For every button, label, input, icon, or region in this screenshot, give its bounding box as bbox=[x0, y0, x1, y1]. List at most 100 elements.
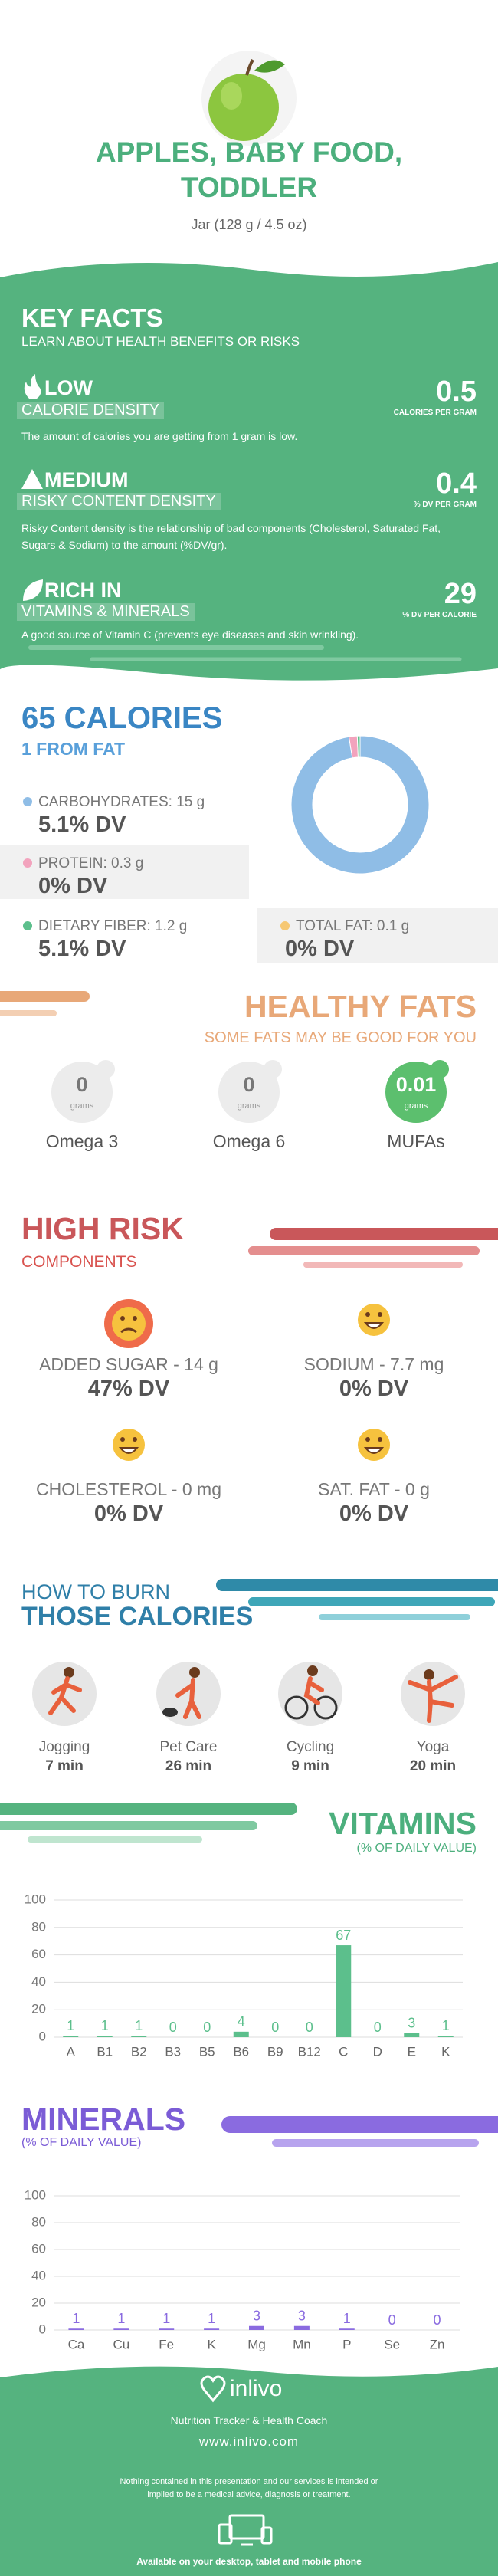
x-tick-label: A bbox=[67, 2044, 76, 2059]
y-tick-label: 20 bbox=[31, 2002, 46, 2016]
bar bbox=[336, 1945, 352, 2037]
y-tick-label: 100 bbox=[25, 2187, 46, 2202]
bar bbox=[131, 2036, 147, 2037]
fat-value: 0 bbox=[243, 1073, 255, 1096]
total-fat-box bbox=[257, 908, 498, 963]
bar bbox=[339, 2328, 355, 2330]
activity-name: Yoga bbox=[416, 1739, 450, 1755]
nutrient-dv: 5.1% DV bbox=[38, 937, 126, 961]
devices-icon bbox=[218, 2514, 273, 2546]
fat-unit: grams bbox=[70, 1101, 94, 1111]
x-tick-label: K bbox=[207, 2337, 216, 2351]
y-tick-label: 40 bbox=[31, 2268, 46, 2282]
nutrient-dv: 5.1% DV bbox=[38, 812, 126, 837]
bar bbox=[437, 2036, 454, 2037]
value-label: 3 bbox=[298, 2309, 306, 2324]
pie-slice bbox=[356, 735, 361, 758]
flame-icon bbox=[24, 374, 41, 399]
value-label: 1 bbox=[72, 2311, 80, 2326]
risk-label: CHOLESTEROL - 0 mg bbox=[36, 1479, 221, 1499]
y-tick-label: 60 bbox=[31, 2241, 46, 2256]
bar bbox=[113, 2328, 129, 2330]
x-tick-label: Mn bbox=[293, 2337, 311, 2351]
section-title: KEY FACTS bbox=[21, 304, 163, 332]
leaf-icon bbox=[23, 579, 43, 601]
high-risk-subtitle: COMPONENTS bbox=[21, 1253, 137, 1271]
fact-name: VITAMINS & MINERALS bbox=[17, 603, 195, 621]
nutrient-label: DIETARY FIBER: 1.2 g bbox=[38, 918, 188, 934]
x-tick-label: C bbox=[339, 2044, 348, 2059]
nutrient-dv: 0% DV bbox=[38, 874, 108, 898]
x-tick-label: B9 bbox=[267, 2044, 283, 2059]
value-label: 0 bbox=[169, 2020, 177, 2035]
x-tick-label: D bbox=[373, 2044, 382, 2059]
fact-unit: % DV PER GRAM bbox=[413, 500, 477, 509]
warning-icon bbox=[21, 469, 43, 489]
logo-heart bbox=[200, 2375, 226, 2403]
url: www.inlivo.com bbox=[198, 2434, 300, 2449]
footer-background bbox=[0, 2366, 498, 2576]
decoration bbox=[221, 2116, 498, 2147]
fact-level: RICH IN bbox=[44, 579, 122, 602]
fact-level: LOW bbox=[44, 376, 93, 399]
devices-note: Available on your desktop, tablet and mo… bbox=[136, 2556, 362, 2567]
risk-dv: 0% DV bbox=[339, 1501, 409, 1526]
decoration bbox=[28, 645, 462, 661]
happy-face bbox=[358, 1429, 390, 1461]
x-tick-label: K bbox=[441, 2044, 450, 2059]
x-tick-label: Ca bbox=[68, 2337, 85, 2351]
fact-name: CALORIE DENSITY bbox=[17, 402, 165, 419]
activity-time: 20 min bbox=[409, 1758, 457, 1774]
bar bbox=[159, 2328, 175, 2330]
fat-value: 0 bbox=[76, 1073, 88, 1096]
y-tick-label: 0 bbox=[39, 2322, 46, 2336]
fat-name: Omega 3 bbox=[45, 1131, 119, 1151]
x-tick-label: E bbox=[408, 2044, 416, 2059]
fact-name: RISKY CONTENT DENSITY bbox=[17, 493, 221, 510]
key-facts-background bbox=[0, 262, 498, 681]
value-label: 4 bbox=[238, 2014, 245, 2030]
value-label: 3 bbox=[253, 2309, 260, 2324]
x-tick-label: Mg bbox=[247, 2337, 266, 2351]
value-label: 0 bbox=[388, 2312, 396, 2328]
y-tick-label: 0 bbox=[39, 2029, 46, 2043]
fact-unit: CALORIES PER GRAM bbox=[393, 409, 477, 417]
fact-value: 0.4 bbox=[436, 468, 477, 500]
risk-label: SAT. FAT - 0 g bbox=[318, 1479, 430, 1499]
fat-unit: grams bbox=[237, 1101, 261, 1111]
decoration bbox=[0, 1803, 297, 1843]
x-tick-label: B1 bbox=[97, 2044, 113, 2059]
bar bbox=[293, 2325, 310, 2330]
minerals-title: MINERALS bbox=[21, 2102, 186, 2137]
bar bbox=[68, 2328, 84, 2330]
value-label: 1 bbox=[208, 2311, 215, 2326]
activity-name: Pet Care bbox=[159, 1739, 218, 1755]
healthy-fats-title: HEALTHY FATS bbox=[244, 989, 477, 1024]
vitamins-subtitle: (% OF DAILY VALUE) bbox=[356, 1842, 477, 1855]
minerals-subtitle: (% OF DAILY VALUE) bbox=[21, 2136, 142, 2149]
fat-name: Omega 6 bbox=[212, 1131, 286, 1151]
fact-description: The amount of calories you are getting f… bbox=[21, 430, 298, 442]
x-tick-label: B3 bbox=[165, 2044, 181, 2059]
vitamins-title: VITAMINS bbox=[329, 1806, 477, 1841]
decoration bbox=[216, 1579, 498, 1620]
bar bbox=[204, 2328, 220, 2330]
activity-name: Cycling bbox=[286, 1739, 335, 1755]
x-tick-label: Se bbox=[384, 2337, 400, 2351]
decoration bbox=[248, 1228, 498, 1268]
protein-box bbox=[0, 845, 249, 899]
brand: inlivo bbox=[230, 2376, 283, 2401]
disclaimer: Nothing contained in this presentation a… bbox=[120, 2477, 378, 2499]
bar bbox=[63, 2036, 79, 2037]
x-tick-label: B2 bbox=[131, 2044, 147, 2059]
happy-face bbox=[351, 1297, 397, 1343]
value-label: 1 bbox=[67, 2018, 74, 2033]
x-tick-label: B5 bbox=[199, 2044, 215, 2059]
activity-icons bbox=[32, 1662, 465, 1726]
value-label: 1 bbox=[442, 2018, 450, 2033]
risk-dv: 0% DV bbox=[339, 1377, 409, 1401]
burn-title: HOW TO BURN bbox=[21, 1580, 171, 1603]
burn-title: THOSE CALORIES bbox=[21, 1602, 254, 1631]
